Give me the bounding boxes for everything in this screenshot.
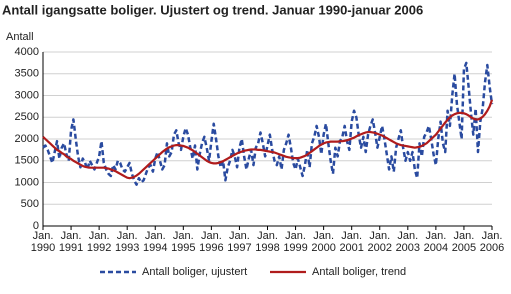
x-tick-label: Jan. 1997: [227, 230, 252, 254]
chart-title: Antall igangsatte boliger. Ujustert og t…: [2, 2, 423, 17]
x-tick-label: Jan. 2006: [479, 230, 505, 254]
x-tick-label: Jan. 1991: [58, 230, 84, 254]
x-tick-label: Jan. 2002: [367, 230, 392, 254]
x-tick-label: Jan. 1990: [30, 230, 56, 254]
x-tick-label: Jan. 1994: [143, 230, 168, 254]
y-axis-label: Antall: [6, 31, 34, 43]
y-tick-label: 3000: [15, 89, 39, 101]
x-tick-label: Jan. 2001: [339, 230, 364, 254]
y-tick-label: 4000: [15, 46, 39, 58]
x-tick-label: Jan. 1996: [199, 230, 224, 254]
x-tick-label: Jan. 1993: [114, 230, 140, 254]
x-tick-label: Jan. 2005: [451, 230, 477, 254]
x-tick-label: Jan. 2000: [311, 230, 336, 254]
x-tick-label: Jan. 1992: [86, 230, 112, 254]
x-tick-label: Jan. 1998: [255, 230, 280, 254]
y-tick-label: 2000: [15, 133, 39, 145]
x-tick-label: Jan. 2004: [423, 230, 449, 254]
y-tick-label: 1000: [15, 176, 39, 188]
series-line: [42, 99, 494, 180]
legend-label: Antall boliger, ujustert: [142, 266, 247, 278]
x-tick-label: Jan. 1999: [283, 230, 308, 254]
series-line: [42, 61, 494, 186]
legend-label: Antall boliger, trend: [312, 266, 406, 278]
y-tick-label: 0: [33, 220, 39, 232]
x-tick-label: Jan. 2003: [395, 230, 421, 254]
y-tick-label: 2500: [15, 111, 39, 123]
y-tick-label: 500: [21, 198, 39, 210]
y-tick-label: 1500: [15, 155, 39, 167]
x-tick-label: Jan. 1995: [171, 230, 196, 254]
y-tick-label: 3500: [15, 68, 39, 80]
